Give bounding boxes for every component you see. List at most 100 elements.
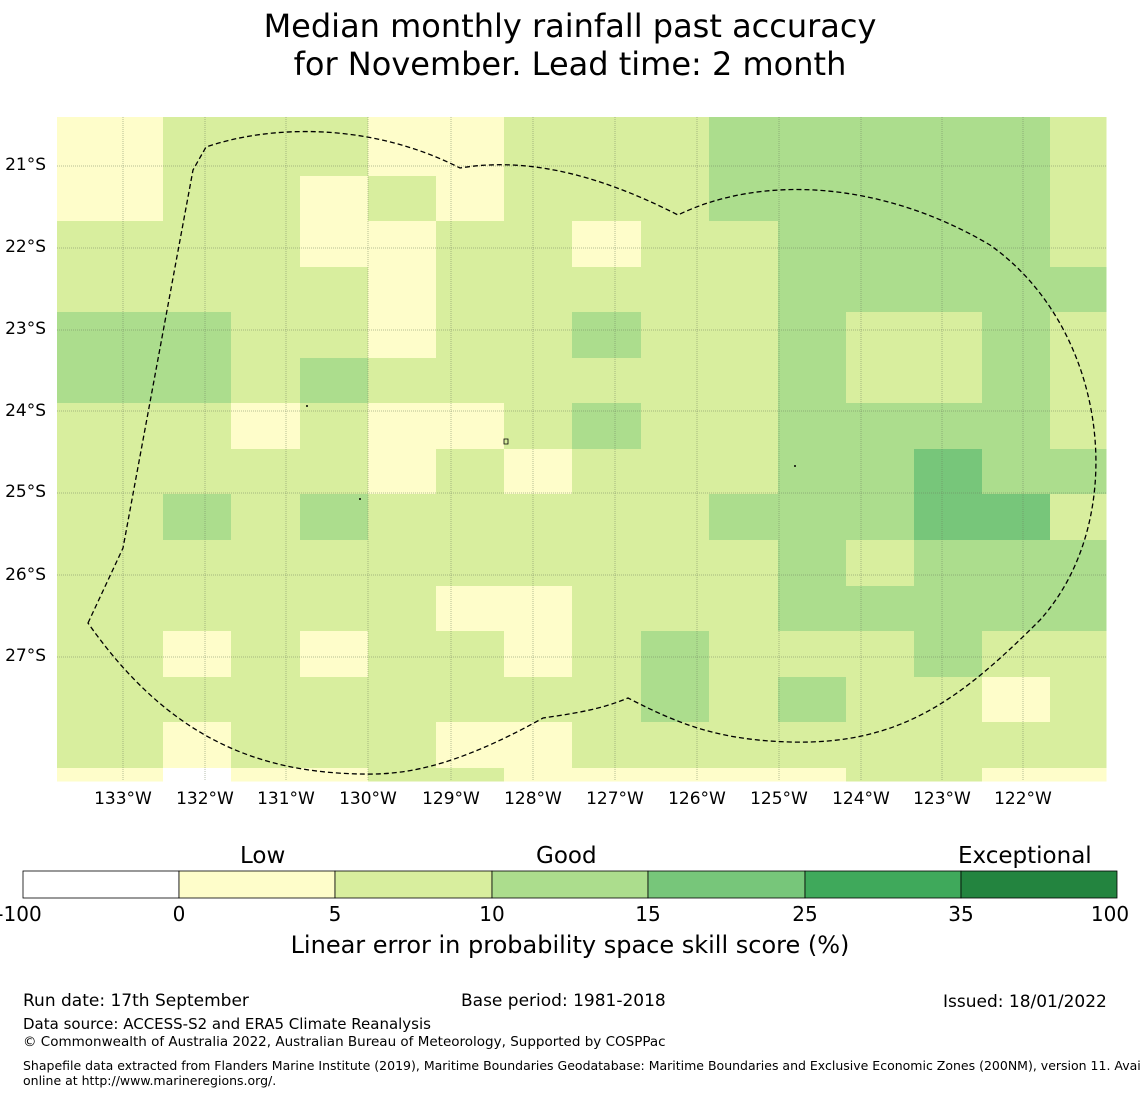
- grid-cell: [778, 540, 847, 587]
- colorbar-label: Linear error in probability space skill …: [290, 931, 850, 959]
- grid-cell: [778, 312, 847, 359]
- grid-cell: [709, 677, 779, 723]
- grid-cell: [982, 130, 1051, 177]
- grid-cell: [163, 403, 232, 450]
- grid-cell: [57, 403, 96, 450]
- grid-cell: [846, 130, 915, 177]
- grid-cell: [231, 403, 301, 450]
- grid-cell: [300, 403, 369, 450]
- grid-cell: [436, 403, 505, 450]
- grid-cell: [572, 768, 642, 782]
- grid-cell: [778, 117, 847, 131]
- grid-cell: [914, 312, 983, 359]
- grid-cell: [778, 494, 847, 541]
- grid-cell: [572, 130, 642, 177]
- grid-cell: [504, 449, 573, 495]
- lon-label: 127°W: [586, 789, 644, 809]
- grid-cell: [300, 358, 369, 404]
- grid-cell: [846, 722, 915, 769]
- grid-cell: [504, 221, 573, 268]
- grid-cell: [572, 449, 642, 495]
- grid-cell: [504, 722, 573, 769]
- grid-cell: [436, 176, 505, 222]
- grid-cell: [641, 130, 710, 177]
- island-mark: [306, 405, 308, 407]
- colorbar-category-good: Good: [536, 843, 597, 869]
- grid-cell: [982, 403, 1051, 450]
- grid-cell: [572, 494, 642, 541]
- grid-cell: [231, 677, 301, 723]
- grid-cell: [914, 358, 983, 404]
- grid-cell: [57, 449, 96, 495]
- grid-cell: [914, 540, 983, 587]
- grid-cell: [641, 176, 710, 222]
- grid-cell: [95, 130, 164, 177]
- colorbar-category-low: Low: [240, 843, 286, 869]
- grid-cell: [572, 631, 642, 678]
- grid-cell: [1050, 358, 1107, 404]
- grid-cell: [57, 130, 96, 177]
- grid-cell: [846, 221, 915, 268]
- shapefile-credit-line-2: online at http://www.marineregions.org/.: [23, 1073, 277, 1088]
- grid-cell: [163, 494, 232, 541]
- grid-cell: [709, 358, 779, 404]
- colorbar-tick: 25: [792, 902, 818, 926]
- grid-cell: [641, 358, 710, 404]
- colorbar: [22, 870, 1118, 899]
- grid-cell: [300, 540, 369, 587]
- grid-cell: [95, 403, 164, 450]
- grid-cell: [914, 449, 983, 495]
- grid-cell: [57, 221, 96, 268]
- colorbar-swatch: [804, 870, 962, 899]
- grid-cell: [1050, 221, 1107, 268]
- grid-cell: [504, 768, 573, 782]
- grid-cell: [368, 631, 437, 678]
- colorbar-swatch: [178, 870, 336, 899]
- grid-cell: [57, 586, 96, 632]
- grid-cell: [914, 221, 983, 268]
- map-title-line-1: Median monthly rainfall past accuracy: [263, 7, 877, 45]
- grid-cell: [846, 267, 915, 313]
- grid-cell: [914, 631, 983, 678]
- grid-cell: [504, 130, 573, 177]
- grid-cell: [1050, 267, 1107, 313]
- grid-cell: [846, 176, 915, 222]
- colorbar-tick: -100: [0, 902, 42, 926]
- grid-cell: [982, 494, 1051, 541]
- colorbar-swatch: [491, 870, 649, 899]
- grid-cell: [504, 117, 573, 131]
- lat-label: 21°S: [5, 155, 46, 175]
- grid-cell: [57, 358, 96, 404]
- grid-cell: [300, 117, 369, 131]
- lon-label: 122°W: [994, 789, 1052, 809]
- grid-cell: [436, 768, 505, 782]
- grid-cell: [778, 130, 847, 177]
- grid-cell: [572, 586, 642, 632]
- grid-cell: [368, 117, 437, 131]
- grid-cell: [778, 586, 847, 632]
- grid-cell: [95, 221, 164, 268]
- lon-label: 129°W: [422, 789, 480, 809]
- grid-cell: [709, 768, 779, 782]
- grid-cell: [368, 312, 437, 359]
- colorbar-tick: 0: [172, 902, 186, 926]
- grid-cell: [95, 677, 164, 723]
- grid-cell: [914, 768, 983, 782]
- grid-cell: [231, 221, 301, 268]
- grid-cell: [95, 540, 164, 587]
- grid-cell: [436, 586, 505, 632]
- grid-cell: [368, 586, 437, 632]
- lon-label: 124°W: [832, 789, 890, 809]
- grid-cell: [914, 722, 983, 769]
- lon-label: 126°W: [668, 789, 726, 809]
- grid-cell: [914, 494, 983, 541]
- grid-cell: [163, 586, 232, 632]
- grid-cell: [1050, 449, 1107, 495]
- grid-cell: [368, 403, 437, 450]
- lat-label: 24°S: [5, 401, 46, 421]
- grid-cell: [504, 176, 573, 222]
- colorbar-tick: 35: [948, 902, 974, 926]
- grid-cell: [57, 176, 96, 222]
- grid-cell: [57, 312, 96, 359]
- grid-cell: [846, 768, 915, 782]
